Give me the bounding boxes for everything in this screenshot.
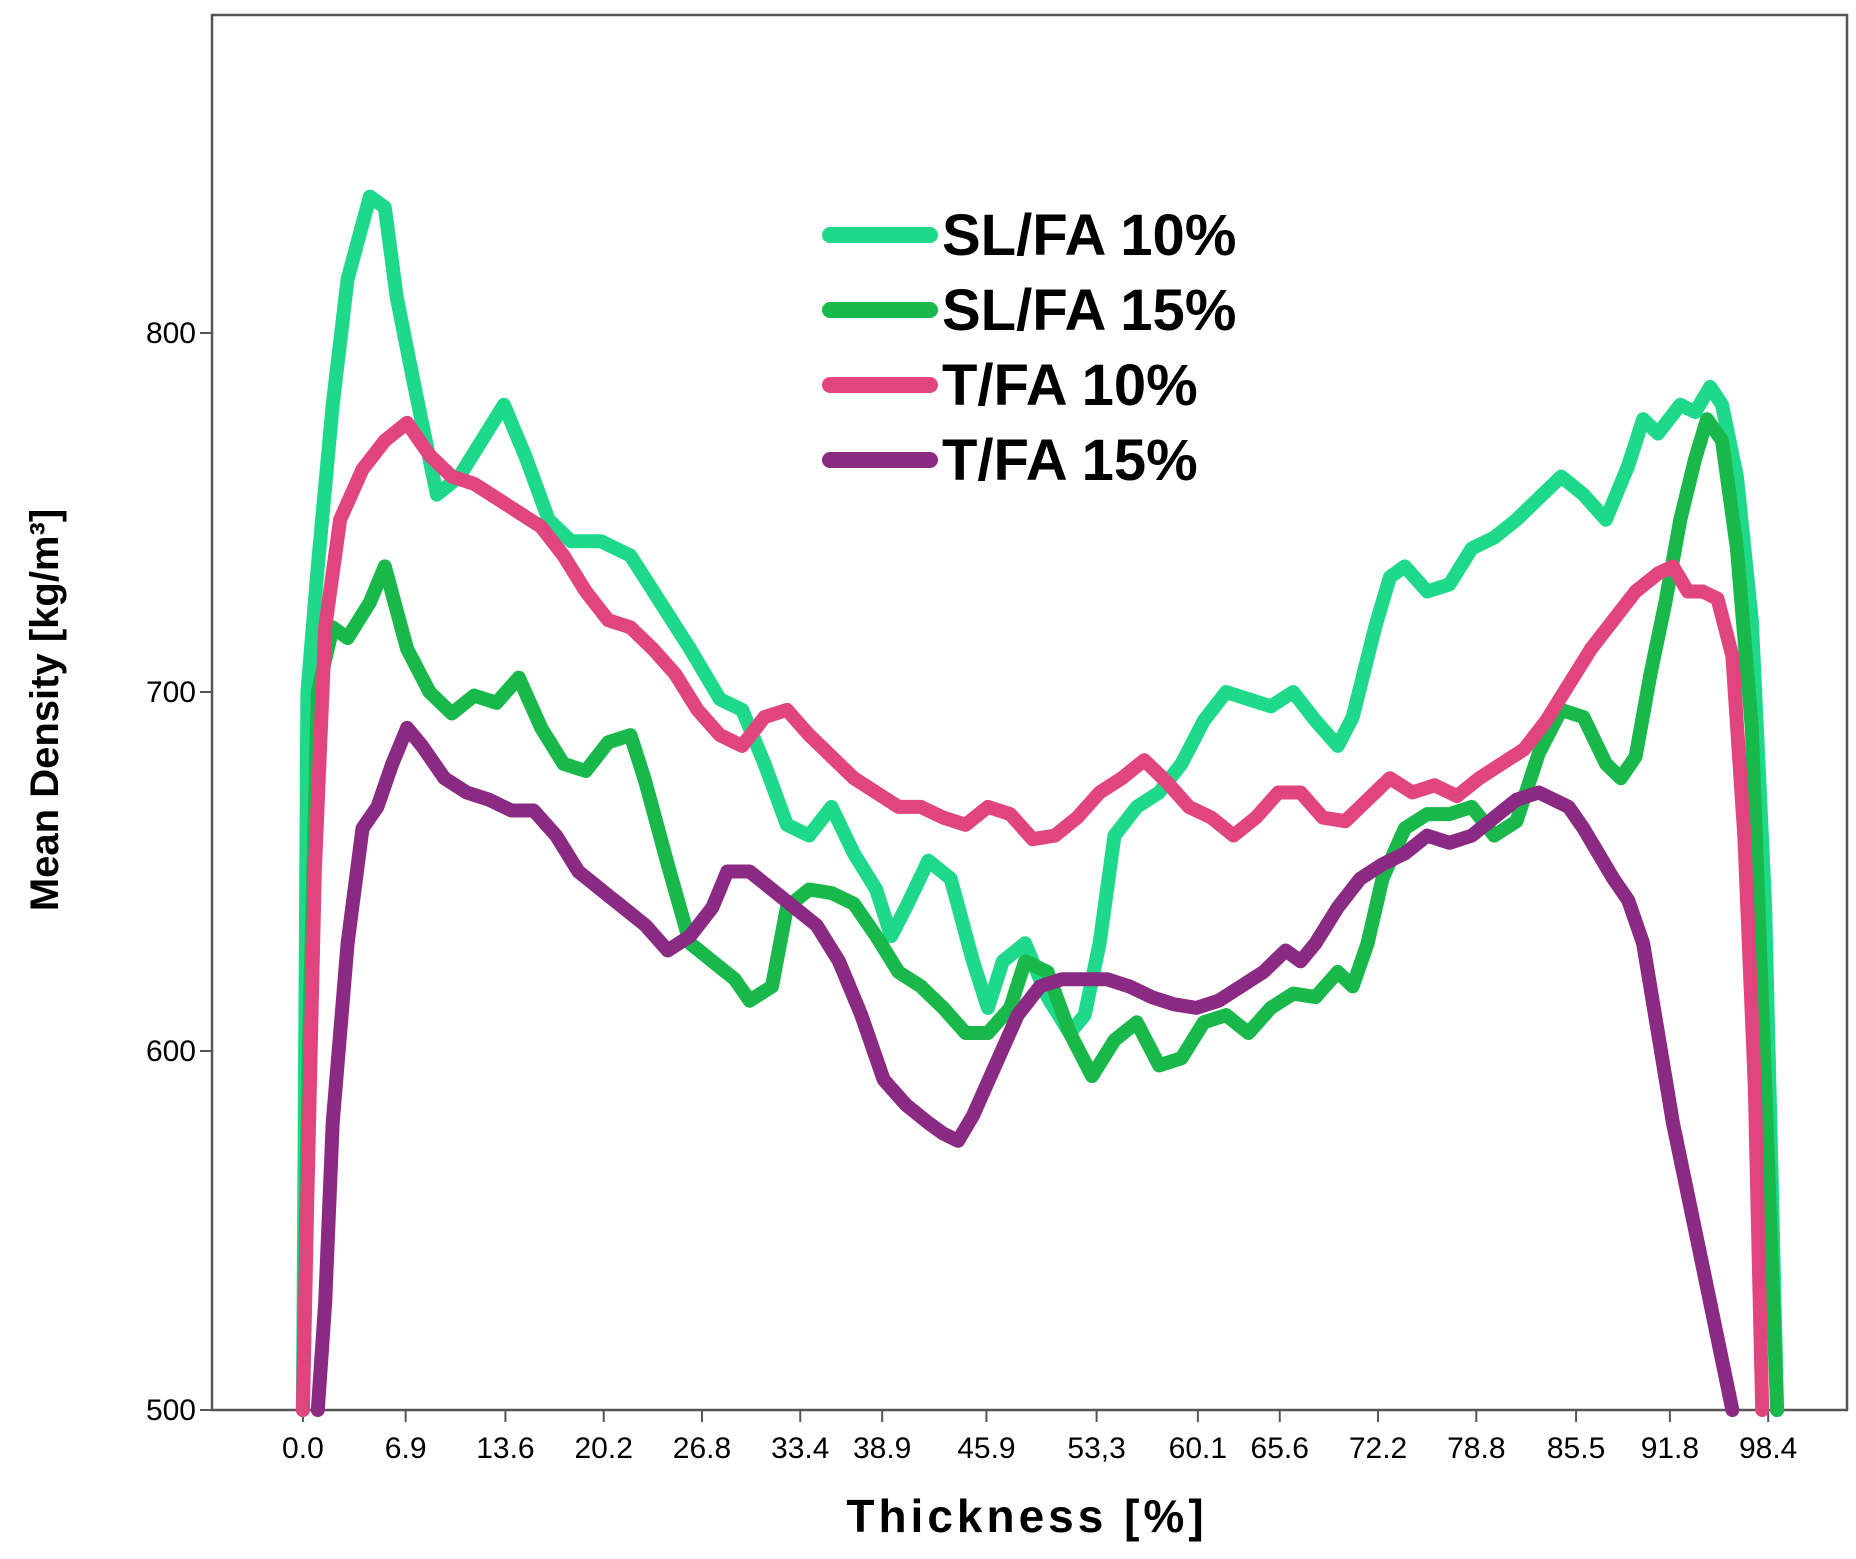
series-line-sl-fa-15 (295, 412, 1785, 1417)
x-tick-label-4: 26.8 (673, 1432, 731, 1465)
series-line-t-fa-15 (310, 720, 1740, 1417)
y-tick-label-2: 700 (146, 676, 196, 709)
x-axis-ticks: 0.0 6.9 13.6 20.2 26.8 33.4 38.9 45.9 53,3 60.1 65… (282, 1410, 1797, 1465)
y-axis-ticks: 500 600 700 800 (146, 317, 212, 1427)
x-tick-label-11: 72.2 (1349, 1432, 1407, 1465)
y-tick-label-0: 500 (146, 1394, 196, 1427)
series-line-t-fa-10 (295, 415, 1770, 1417)
x-tick-label-15: 98.4 (1739, 1432, 1797, 1465)
x-tick-label-12: 78.8 (1447, 1432, 1505, 1465)
x-tick-label-9: 60.1 (1169, 1432, 1227, 1465)
x-tick-label-10: 65.6 (1251, 1432, 1309, 1465)
x-tick-label-14: 91.8 (1641, 1432, 1699, 1465)
x-tick-label-7: 45.9 (957, 1432, 1015, 1465)
x-tick-label-3: 20.2 (575, 1432, 633, 1465)
x-tick-label-6: 38.9 (853, 1432, 911, 1465)
legend-label-0: SL/FA 10% (942, 203, 1236, 268)
x-axis-title: Thickness [%] (846, 1490, 1207, 1542)
series-lines (295, 189, 1785, 1417)
y-tick-label-3: 800 (146, 317, 196, 350)
x-tick-label-5: 33.4 (771, 1432, 829, 1465)
y-tick-label-1: 600 (146, 1035, 196, 1068)
legend: SL/FA 10% SL/FA 15% T/FA 10% T/FA 15% (822, 203, 1236, 493)
x-tick-label-13: 85.5 (1547, 1432, 1605, 1465)
legend-label-1: SL/FA 15% (942, 278, 1236, 343)
x-tick-label-0: 0.0 (282, 1432, 324, 1465)
legend-label-3: T/FA 15% (942, 428, 1198, 493)
x-tick-label-8: 53,3 (1067, 1432, 1125, 1465)
y-axis-title: Mean Density [kg/m³] (23, 509, 67, 911)
x-tick-label-1: 6.9 (385, 1432, 427, 1465)
legend-label-2: T/FA 10% (942, 353, 1198, 418)
x-tick-label-2: 13.6 (476, 1432, 534, 1465)
